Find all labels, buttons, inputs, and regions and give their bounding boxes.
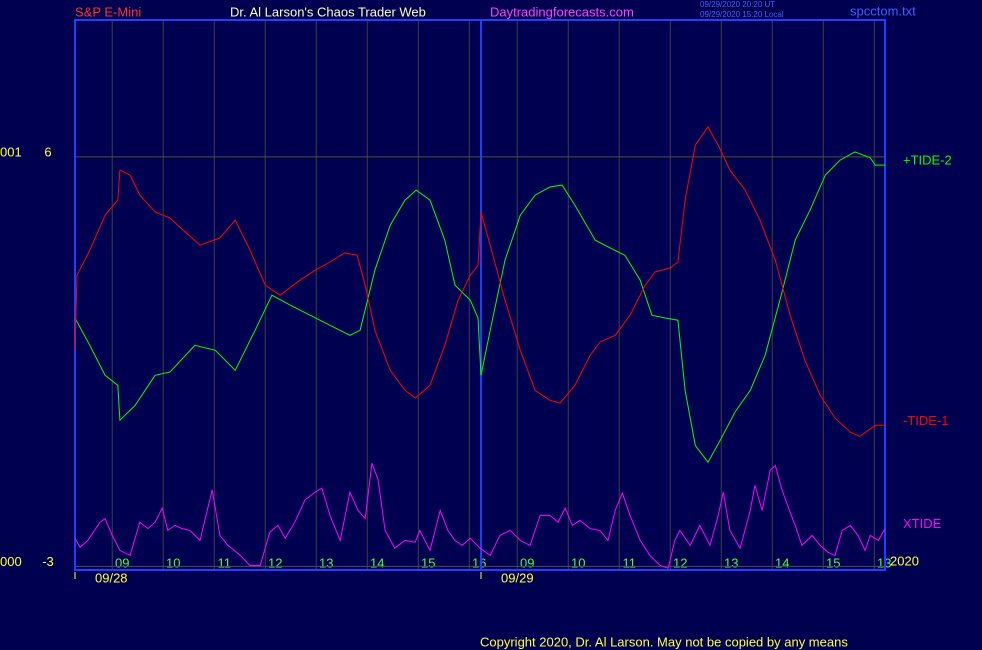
y-tick-label: -3 [42, 554, 54, 569]
date-label: 09/29 [501, 570, 534, 585]
x-tick-label: 15 [421, 555, 435, 570]
symbol: S&P E-Mini [75, 4, 141, 19]
plot-border [74, 19, 886, 571]
y-tick-prefix: 000 [0, 554, 22, 569]
x-tick-label: 10 [166, 555, 180, 570]
chart-title: Dr. Al Larson's Chaos Trader Web [230, 4, 426, 19]
x-tick-label: 09 [115, 555, 129, 570]
x-tick-label: 11 [623, 555, 637, 570]
x-tick-label: 10 [571, 555, 585, 570]
x-tick-label: 13 [724, 555, 738, 570]
timestamp: 09/29/2020 15:20 Local [700, 10, 784, 19]
series-line [74, 125, 885, 437]
legend-label: +TIDE-2 [903, 153, 952, 168]
x-tick-label: 16 [472, 555, 486, 570]
legend-label: XTIDE [903, 516, 942, 531]
filename: spcctom.txt [850, 3, 916, 18]
x-tick-label: 14 [370, 555, 384, 570]
legend-label: -TIDE-1 [903, 413, 949, 428]
x-tick-label: 11 [218, 555, 232, 570]
x-tick-label: 14 [775, 555, 789, 570]
year-label: 2020 [890, 553, 919, 568]
date-label: 09/28 [95, 570, 128, 585]
x-tick-label: 13 [319, 555, 333, 570]
series-line [74, 462, 886, 569]
copyright: Copyright 2020, Dr. Al Larson. May not b… [480, 634, 848, 649]
x-tick-label: 09 [520, 555, 534, 570]
series-line [74, 151, 885, 464]
x-tick-label: 15 [826, 555, 840, 570]
x-tick-label: 12 [268, 555, 282, 570]
timestamp: 09/29/2020 20:20 UT [700, 0, 775, 9]
x-tick-label: 12 [673, 555, 687, 570]
y-tick-prefix: 001 [0, 144, 22, 159]
website: Daytradingforecasts.com [490, 4, 634, 19]
y-tick-label: 6 [44, 144, 51, 159]
